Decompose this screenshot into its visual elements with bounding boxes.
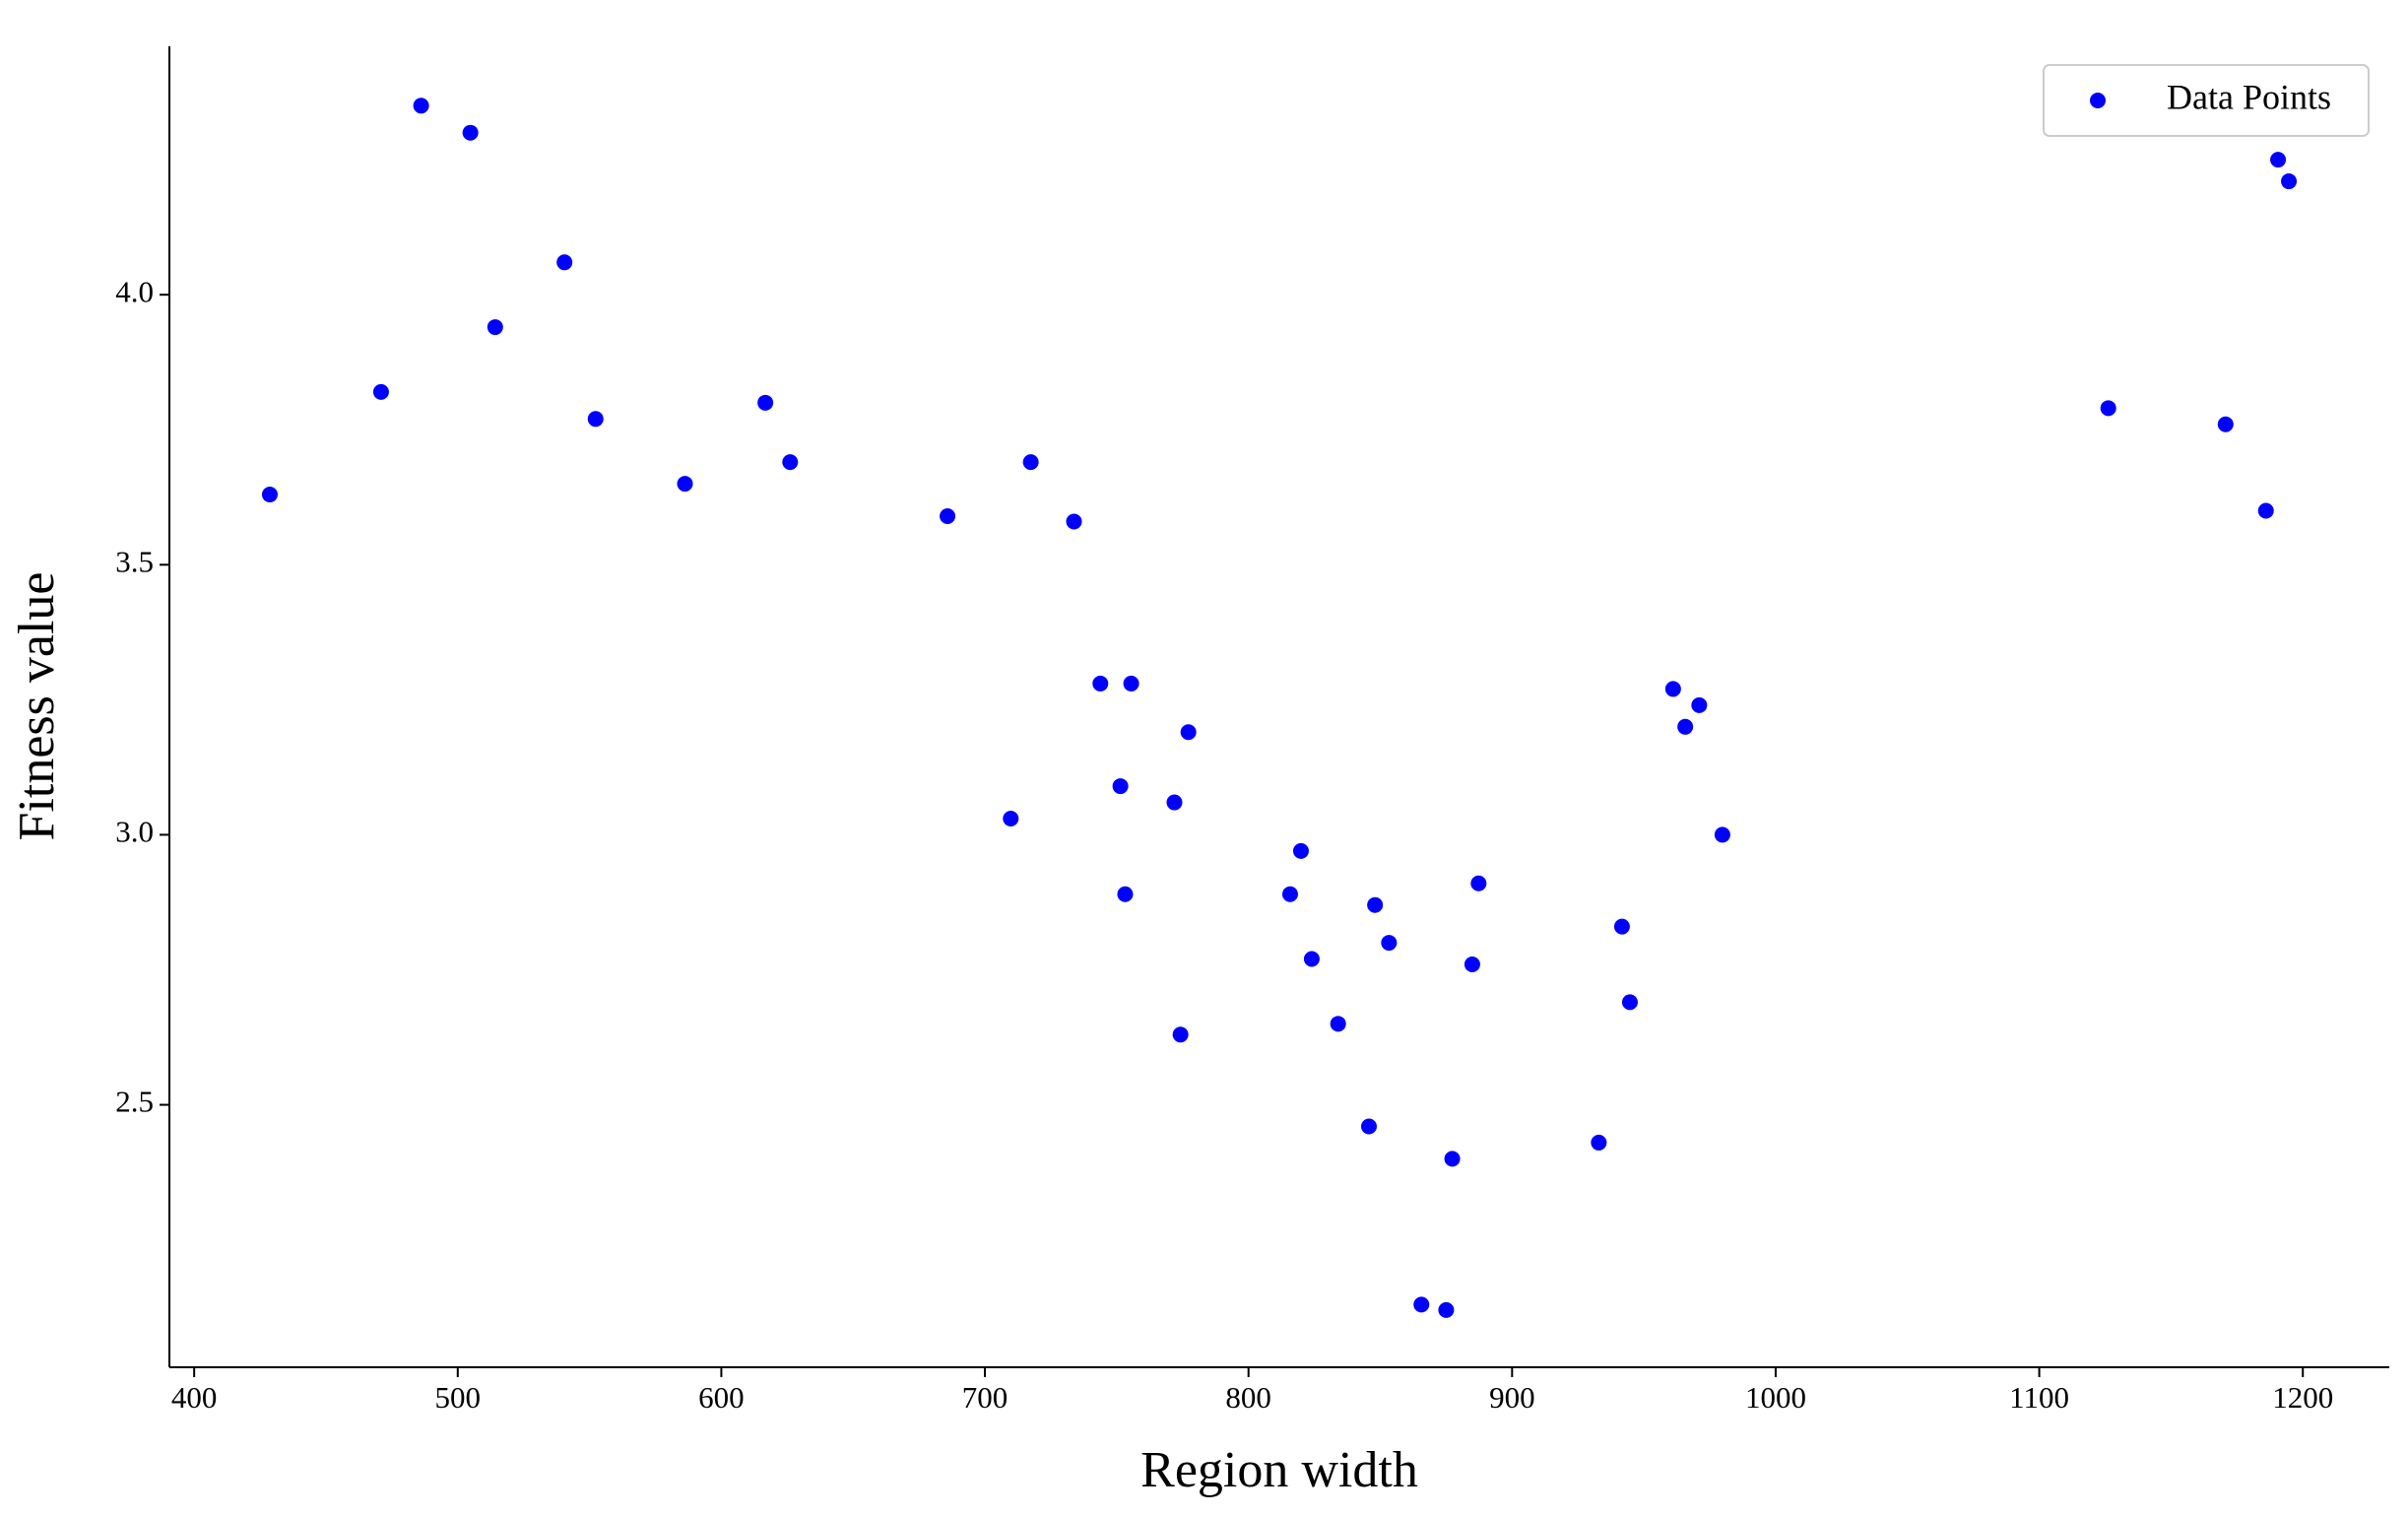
data-point: [1360, 1118, 1377, 1135]
data-point: [1172, 1026, 1189, 1043]
x-tick-label: 1100: [2009, 1380, 2069, 1415]
data-point: [1003, 810, 1019, 826]
data-point: [2281, 173, 2298, 190]
data-point: [1367, 896, 1384, 913]
data-point: [261, 487, 278, 503]
data-point: [1464, 956, 1480, 973]
data-point: [1022, 454, 1039, 471]
data-point: [2270, 152, 2287, 168]
data-point: [556, 254, 573, 271]
data-point: [1438, 1301, 1455, 1318]
data-point: [757, 394, 774, 411]
legend-label: Data Points: [2167, 77, 2331, 116]
data-point: [1714, 826, 1730, 843]
x-tick-label: 900: [1489, 1380, 1535, 1415]
x-tick-label: 500: [435, 1380, 482, 1415]
y-tick-label: 2.5: [115, 1085, 154, 1119]
x-tick-label: 700: [962, 1380, 1009, 1415]
x-tick-label: 1000: [1745, 1380, 1806, 1415]
y-axis-label: Fitness value: [9, 572, 65, 841]
data-point: [413, 98, 429, 114]
data-point: [1613, 918, 1630, 935]
data-point: [1413, 1296, 1430, 1313]
data-point: [1180, 724, 1197, 741]
data-point: [2217, 416, 2234, 432]
y-tick-label: 3.5: [115, 544, 154, 578]
data-point: [1092, 675, 1109, 692]
x-tick-label: 1200: [2272, 1380, 2333, 1415]
data-point: [487, 319, 503, 336]
data-point: [1677, 718, 1694, 735]
data-point: [1292, 842, 1309, 859]
y-tick-label: 4.0: [115, 274, 154, 308]
x-tick-label: 400: [171, 1380, 218, 1415]
data-point: [1444, 1151, 1461, 1167]
y-tick-label: 3.0: [115, 815, 154, 849]
data-point: [1281, 886, 1298, 902]
data-point: [2257, 502, 2274, 519]
data-point: [462, 124, 479, 141]
data-point: [1381, 935, 1398, 952]
legend-box: [2043, 64, 2370, 137]
data-point: [677, 476, 693, 493]
data-point: [1117, 886, 1134, 902]
legend-marker: [2090, 93, 2106, 108]
data-point: [1166, 794, 1183, 811]
data-point: [587, 411, 604, 428]
data-point: [782, 454, 799, 471]
data-point: [372, 383, 389, 400]
x-tick-label: 800: [1225, 1380, 1271, 1415]
x-tick-label: 600: [698, 1380, 745, 1415]
data-point: [2100, 400, 2116, 417]
data-point: [1591, 1134, 1607, 1151]
data-point: [1470, 875, 1487, 891]
data-point: [1303, 951, 1320, 967]
data-point: [1664, 681, 1681, 697]
x-axis-label: Region width: [1140, 1442, 1418, 1498]
data-point: [1330, 1016, 1346, 1032]
data-point: [1691, 696, 1708, 713]
data-point: [1112, 778, 1129, 795]
data-point: [940, 507, 956, 524]
data-point: [1621, 994, 1638, 1011]
data-point: [1066, 513, 1082, 530]
data-point: [1123, 675, 1139, 692]
